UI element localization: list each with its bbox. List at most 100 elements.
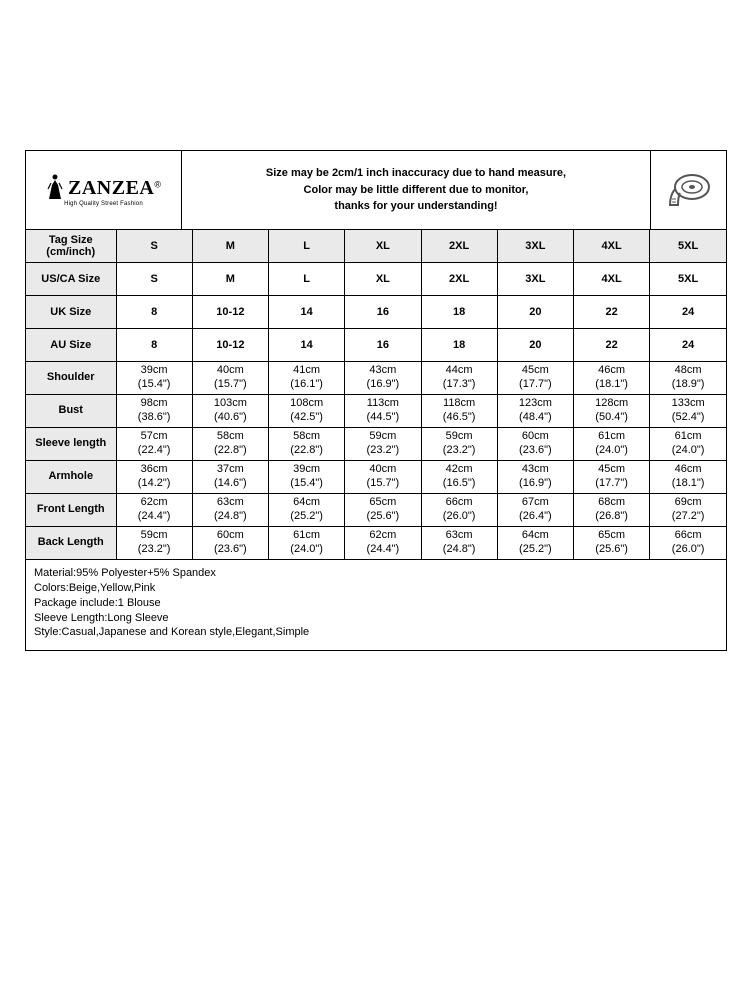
row-label: Front Length <box>26 494 116 527</box>
brand-trademark: ® <box>154 179 161 189</box>
measurement-cell: 45cm(17.7") <box>497 362 573 395</box>
info-line: Sleeve Length:Long Sleeve <box>34 611 718 626</box>
size-cell: 14 <box>269 329 345 362</box>
measurement-cell: 69cm(27.2") <box>650 494 726 527</box>
size-cell: 10-12 <box>192 296 268 329</box>
brand-logo: ZANZEA® High Quality Street Fashion <box>26 151 182 229</box>
size-cell: 18 <box>421 329 497 362</box>
measurement-cell: 61cm(24.0") <box>269 527 345 560</box>
measurement-cell: 45cm(17.7") <box>574 461 650 494</box>
measurement-cell: 64cm(25.2") <box>269 494 345 527</box>
size-cell: 20 <box>497 329 573 362</box>
measurement-cell: 65cm(25.6") <box>345 494 421 527</box>
row-label: Sleeve length <box>26 428 116 461</box>
size-cell: XL <box>345 230 421 263</box>
size-table: Tag Size(cm/inch)SMLXL2XL3XL4XL5XL US/CA … <box>26 230 726 559</box>
measurement-cell: 66cm(26.0") <box>421 494 497 527</box>
info-line: Colors:Beige,Yellow,Pink <box>34 581 718 596</box>
measurement-cell: 43cm(16.9") <box>345 362 421 395</box>
size-cell: M <box>192 263 268 296</box>
size-cell: 16 <box>345 296 421 329</box>
size-cell: S <box>116 263 192 296</box>
measurement-cell: 108cm(42.5") <box>269 395 345 428</box>
info-line: Style:Casual,Japanese and Korean style,E… <box>34 625 718 640</box>
measurement-cell: 60cm(23.6") <box>497 428 573 461</box>
size-cell: 5XL <box>650 263 726 296</box>
measurement-cell: 62cm(24.4") <box>345 527 421 560</box>
size-cell: 10-12 <box>192 329 268 362</box>
measurement-cell: 123cm(48.4") <box>497 395 573 428</box>
measurement-cell: 40cm(15.7") <box>345 461 421 494</box>
size-cell: 8 <box>116 329 192 362</box>
measurement-cell: 61cm(24.0") <box>574 428 650 461</box>
measurement-cell: 59cm(23.2") <box>345 428 421 461</box>
chart-header: ZANZEA® High Quality Street Fashion Size… <box>26 151 726 230</box>
size-cell: 16 <box>345 329 421 362</box>
measurement-cell: 41cm(16.1") <box>269 362 345 395</box>
measurement-cell: 40cm(15.7") <box>192 362 268 395</box>
brand-tagline: High Quality Street Fashion <box>64 201 143 207</box>
size-cell: 14 <box>269 296 345 329</box>
measuring-tape-icon <box>651 151 726 229</box>
row-label: US/CA Size <box>26 263 116 296</box>
measurement-cell: 128cm(50.4") <box>574 395 650 428</box>
size-cell: 22 <box>574 296 650 329</box>
measurement-cell: 46cm(18.1") <box>574 362 650 395</box>
measurement-cell: 37cm(14.6") <box>192 461 268 494</box>
measurement-cell: 98cm(38.6") <box>116 395 192 428</box>
measurement-cell: 68cm(26.8") <box>574 494 650 527</box>
measurement-cell: 61cm(24.0") <box>650 428 726 461</box>
measurement-cell: 36cm(14.2") <box>116 461 192 494</box>
size-cell: M <box>192 230 268 263</box>
disclaimer-line: thanks for your understanding! <box>334 198 497 215</box>
info-line: Package include:1 Blouse <box>34 596 718 611</box>
measurement-cell: 60cm(23.6") <box>192 527 268 560</box>
row-label: Tag Size(cm/inch) <box>26 230 116 263</box>
size-cell: 2XL <box>421 230 497 263</box>
row-label: Back Length <box>26 527 116 560</box>
row-label: Shoulder <box>26 362 116 395</box>
size-cell: 24 <box>650 329 726 362</box>
measurement-cell: 59cm(23.2") <box>421 428 497 461</box>
size-disclaimer: Size may be 2cm/1 inch inaccuracy due to… <box>182 151 651 229</box>
brand-name: ZANZEA <box>68 177 154 199</box>
size-cell: S <box>116 230 192 263</box>
row-label: Bust <box>26 395 116 428</box>
size-chart: ZANZEA® High Quality Street Fashion Size… <box>25 150 727 651</box>
measurement-cell: 113cm(44.5") <box>345 395 421 428</box>
dress-figure-icon <box>46 173 64 203</box>
measurement-cell: 133cm(52.4") <box>650 395 726 428</box>
product-info: Material:95% Polyester+5% SpandexColors:… <box>26 559 726 650</box>
measurement-cell: 39cm(15.4") <box>269 461 345 494</box>
size-cell: 4XL <box>574 263 650 296</box>
measurement-cell: 64cm(25.2") <box>497 527 573 560</box>
size-cell: 22 <box>574 329 650 362</box>
measurement-cell: 67cm(26.4") <box>497 494 573 527</box>
measurement-cell: 57cm(22.4") <box>116 428 192 461</box>
size-cell: 18 <box>421 296 497 329</box>
measurement-cell: 39cm(15.4") <box>116 362 192 395</box>
size-cell: XL <box>345 263 421 296</box>
measurement-cell: 118cm(46.5") <box>421 395 497 428</box>
size-cell: 3XL <box>497 263 573 296</box>
row-label: AU Size <box>26 329 116 362</box>
size-cell: 20 <box>497 296 573 329</box>
disclaimer-line: Size may be 2cm/1 inch inaccuracy due to… <box>266 165 566 182</box>
measurement-cell: 59cm(23.2") <box>116 527 192 560</box>
measurement-cell: 63cm(24.8") <box>421 527 497 560</box>
size-cell: 8 <box>116 296 192 329</box>
measurement-cell: 103cm(40.6") <box>192 395 268 428</box>
size-cell: 2XL <box>421 263 497 296</box>
measurement-cell: 65cm(25.6") <box>574 527 650 560</box>
measurement-cell: 46cm(18.1") <box>650 461 726 494</box>
size-cell: 24 <box>650 296 726 329</box>
size-cell: L <box>269 263 345 296</box>
measurement-cell: 43cm(16.9") <box>497 461 573 494</box>
measurement-cell: 58cm(22.8") <box>269 428 345 461</box>
measurement-cell: 66cm(26.0") <box>650 527 726 560</box>
measurement-cell: 58cm(22.8") <box>192 428 268 461</box>
info-line: Material:95% Polyester+5% Spandex <box>34 566 718 581</box>
measurement-cell: 48cm(18.9") <box>650 362 726 395</box>
measurement-cell: 42cm(16.5") <box>421 461 497 494</box>
size-cell: L <box>269 230 345 263</box>
